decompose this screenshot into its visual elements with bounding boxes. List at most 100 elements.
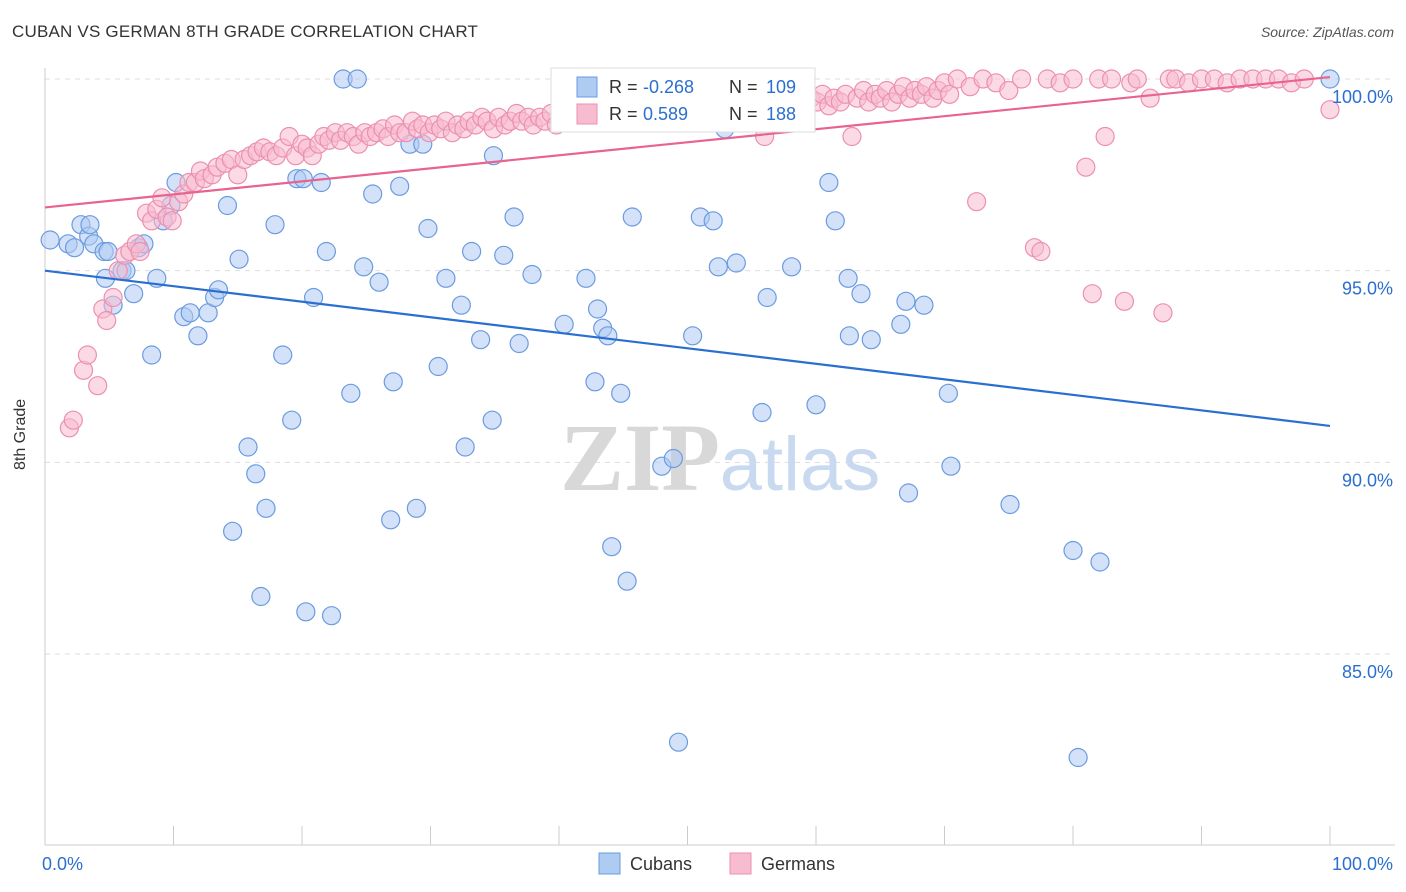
cubans-point-30 [238,437,258,457]
cubans-point-74 [598,326,618,346]
cubans-trend-line [44,269,1331,428]
cubans-point-35 [273,345,293,365]
x-tick-label-0: 0.0% [42,854,83,874]
germans-point-3 [77,345,98,365]
cubans-point-59 [451,295,471,315]
germans-point-158 [1011,69,1032,89]
cubans-point-32 [251,586,271,607]
cubans-point-108 [1320,69,1340,89]
cubans-point-98 [891,314,911,334]
germans-point-173 [1153,303,1173,323]
bottom-legend-label-cubans: Cubans [630,854,692,874]
cubans-point-100 [898,483,919,503]
cubans-point-77 [617,571,637,591]
germans-point-16 [152,188,172,208]
cubans-point-52 [390,176,410,196]
germans-point-12 [130,241,150,262]
legend-r-label-cubans: R = [609,77,638,97]
cubans-point-13 [124,284,144,304]
legend-n-label-germans: N = [729,104,758,124]
cubans-point-81 [668,732,689,752]
chart-title: CUBAN VS GERMAN 8TH GRADE CORRELATION CH… [12,22,479,41]
cubans-point-23 [188,326,208,346]
cubans-point-106 [1068,747,1088,768]
cubans-point-99 [896,291,916,311]
germans-point-154 [967,192,987,212]
legend-n-value-cubans: 109 [766,77,796,97]
germans-point-165 [1082,284,1102,304]
cubans-point-93 [825,211,845,231]
cubans-point-105 [1063,540,1083,561]
cubans-point-60 [455,437,475,457]
legend-swatch-cubans [576,76,598,98]
cubans-point-92 [819,172,839,193]
tick-labels: 85.0% 90.0% 95.0% 100.0% 0.0% 100.0% [42,87,1393,874]
cubans-point-49 [369,272,389,292]
germans-point-169 [1114,291,1135,311]
cubans-point-50 [381,510,401,530]
cubans-point-87 [726,253,746,273]
cubans-point-101 [914,295,934,315]
cubans-point-43 [321,606,342,626]
cubans-point-102 [938,383,958,403]
cubans-point-2 [64,238,85,258]
y-tick-label-0: 85.0% [1342,662,1393,682]
cubans-point-63 [482,410,502,430]
bottom-legend-swatch-cubans [598,852,621,875]
germans-point-157 [999,80,1019,101]
cubans-point-27 [217,195,238,216]
trend-lines [44,75,1331,428]
stats-legend: R = -0.268 N = 109 R = 0.589 N = 188 [550,67,816,133]
germans-point-7 [103,287,123,308]
cubans-point-31 [246,464,266,484]
cubans-point-28 [223,521,243,541]
cubans-point-70 [576,268,596,288]
germans-point-168 [1101,69,1122,89]
cubans-point-47 [354,257,374,277]
germans-point-134 [842,126,862,147]
germans-point-163 [1063,69,1083,89]
germans-point-186 [1320,100,1340,120]
germans-point-167 [1095,126,1115,147]
cubans-point-66 [504,207,524,227]
watermark-atlas: atlas [720,422,881,507]
cubans-point-22 [180,303,200,323]
legend-r-value-cubans: -0.268 [643,77,694,97]
axes [44,68,1395,846]
germans-trend-line [44,75,1331,209]
cubans-point-68 [522,264,542,285]
cubans-point-34 [265,215,285,235]
cubans-point-69 [554,314,574,334]
cubans-point-54 [406,498,426,518]
cubans-point-41 [311,172,331,193]
cubans-point-45 [341,383,361,403]
bottom-legend-label-germans: Germans [761,854,835,874]
cubans-point-64 [483,146,504,166]
legend-swatch-germans [576,103,598,125]
cubans-point-42 [316,241,337,262]
germans-point-164 [1076,157,1096,177]
cubans-point-9 [98,241,118,262]
y-tick-label-1: 90.0% [1342,470,1393,490]
y-tick-label-2: 95.0% [1342,279,1393,299]
cubans-point-104 [1000,494,1020,515]
germans-point-4 [88,376,108,396]
cubans-point-80 [663,448,683,469]
germans-point-18 [162,211,182,231]
legend-n-value-germans: 188 [766,104,796,124]
cubans-point-58 [436,268,456,288]
cubans-point-82 [683,326,703,346]
cubans-point-89 [757,287,777,308]
bottom-legend-swatch-germans [729,852,752,875]
germans-point-6 [97,310,117,331]
cubans-point-5 [80,215,100,235]
cubans-point-29 [229,249,249,269]
cubans-point-48 [363,184,383,204]
series-legend: Cubans Germans [598,852,835,875]
cubans-point-67 [509,333,529,354]
germans-point-171 [1127,69,1147,89]
cubans-point-97 [861,330,881,350]
cubans-point-103 [941,456,961,476]
cubans-point-33 [256,498,276,518]
x-tick-label-1: 100.0% [1332,854,1393,874]
